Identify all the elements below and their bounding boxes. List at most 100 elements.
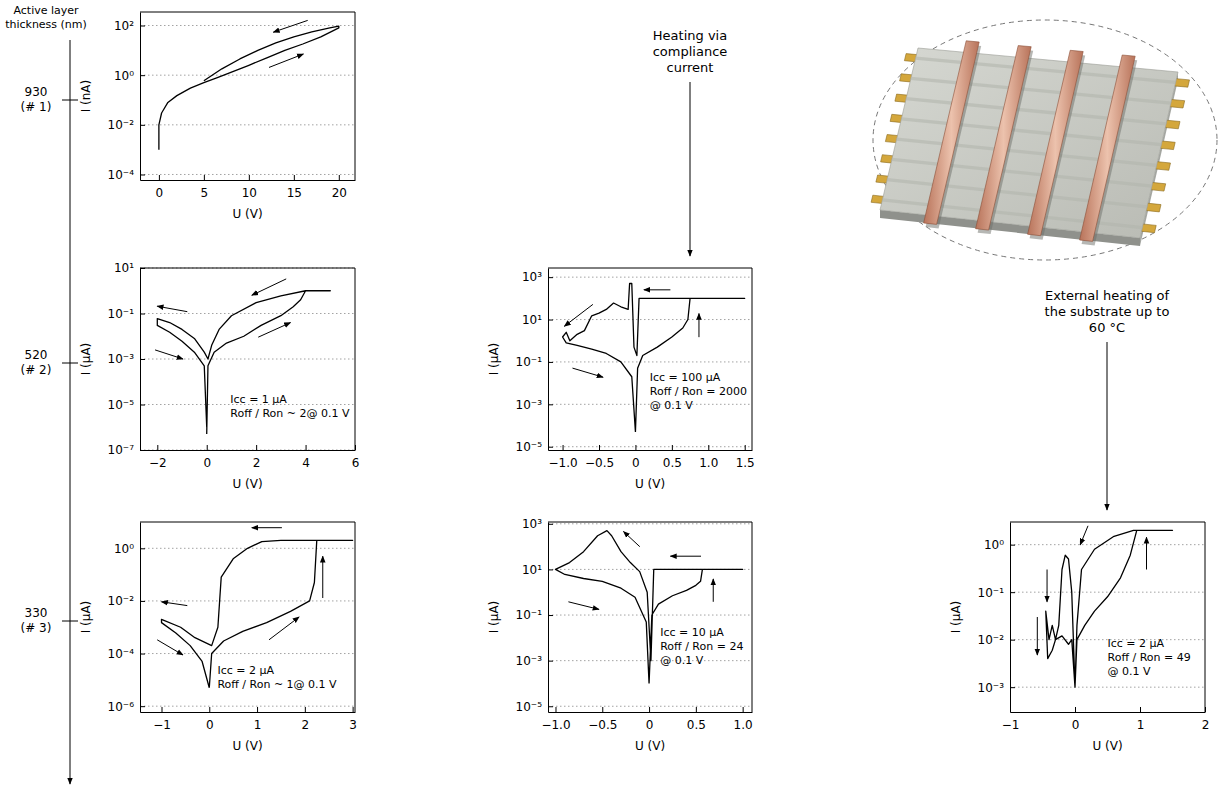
y-axis-title: I (µA) <box>949 601 963 634</box>
direction-arrow <box>564 304 593 326</box>
annotation-text: Roff / Ron ~ 1@ 0.1 V <box>217 678 337 691</box>
annotation: Icc = 100 µARoff / Ron = 2000@ 0.1 V <box>650 371 747 412</box>
tick-mark <box>548 569 553 570</box>
tick-mark <box>1010 545 1015 546</box>
direction-arrow <box>698 314 699 338</box>
y-axis: 10⁻⁷ 10⁻⁵ 10⁻³ 10⁻¹ 10¹ <box>108 261 145 457</box>
tick-label: 0.5 <box>687 718 706 732</box>
text-line: current <box>667 60 714 75</box>
tick-mark <box>602 707 603 712</box>
tick-label: 10⁻⁵ <box>108 398 135 412</box>
direction-arrow <box>252 279 286 295</box>
thickness-value: 520 <box>25 348 48 362</box>
tick: 3 <box>349 707 357 732</box>
tick: 10⁻⁵ <box>516 700 553 714</box>
axis-line <box>141 450 356 451</box>
tick: 0 <box>1072 707 1080 732</box>
y-axis-title: I (nA) <box>79 80 93 113</box>
tick-label: 10¹ <box>522 313 542 327</box>
tick: 10⁰ <box>114 542 145 556</box>
tick-mark <box>249 175 250 180</box>
tick-label: −1.0 <box>541 718 570 732</box>
direction-arrow <box>568 602 599 610</box>
tick: 10² <box>114 19 145 33</box>
iv-curve <box>159 26 339 150</box>
annotation-text: @ 0.1 V <box>1108 665 1151 678</box>
frame <box>752 522 753 712</box>
annotation: Icc = 10 µARoff / Ron = 24@ 0.1 V <box>660 626 743 667</box>
tick-label: −2 <box>149 456 167 470</box>
plot-area <box>159 26 339 150</box>
tick-mark <box>696 707 697 712</box>
tick: 10⁻² <box>108 594 145 608</box>
tick: −2 <box>149 445 167 470</box>
direction-arrow <box>623 532 639 547</box>
text-line: the substrate up to <box>1045 304 1170 319</box>
tick-mark <box>548 706 553 707</box>
x-axis-title: U (V) <box>232 477 262 491</box>
tick: 10⁻¹ <box>516 355 553 369</box>
tick-mark <box>1075 707 1076 712</box>
tick: 10¹ <box>114 261 145 275</box>
tick: 0 <box>156 175 164 200</box>
direction-arrow <box>572 368 603 377</box>
frame <box>1010 522 1205 523</box>
tick: 10⁻⁵ <box>108 398 145 412</box>
frame <box>140 522 355 523</box>
tick-mark <box>140 405 145 406</box>
thickness-tick <box>62 363 78 364</box>
tick-mark <box>1010 687 1015 688</box>
panel: −1.0−0.500.51.010⁻⁵10⁻³10⁻¹10¹10³U (V)I … <box>487 517 753 753</box>
grid-line <box>140 450 355 451</box>
direction-arrow <box>157 306 187 311</box>
direction-arrow <box>644 289 671 290</box>
tick-label: 4 <box>302 456 310 470</box>
tick: 10⁻¹ <box>108 307 145 321</box>
column-head-text: External heating ofthe substrate up to60… <box>1045 288 1170 335</box>
grid-line <box>140 359 355 360</box>
tick-mark <box>339 175 340 180</box>
top-electrode <box>1028 50 1084 235</box>
y-axis: 10⁻⁴10⁻²10⁰10² <box>108 13 145 182</box>
tick: 10⁻³ <box>978 681 1015 695</box>
tick-label: 15 <box>287 186 302 200</box>
annotation-text: Roff / Ron = 49 <box>1108 651 1191 664</box>
direction-arrow <box>155 350 183 359</box>
tick-label: 1 <box>254 718 262 732</box>
x-axis: −10123 <box>141 707 357 732</box>
top-electrode <box>924 41 980 225</box>
tick: −1.0 <box>549 445 578 470</box>
tick-mark <box>306 445 307 450</box>
direction-arrow <box>258 323 290 338</box>
column-head-arrow <box>690 82 691 256</box>
tick-label: 10⁰ <box>114 542 134 556</box>
direction-arrow <box>269 617 299 640</box>
tick: 10⁻⁷ <box>108 443 145 457</box>
grid-line <box>140 600 355 601</box>
tick: 10⁻³ <box>108 352 145 366</box>
tick: 15 <box>287 175 302 200</box>
thickness-arrow <box>70 40 71 784</box>
x-axis: −1012 <box>1002 707 1210 732</box>
tick-mark <box>548 661 553 662</box>
grid-line <box>548 706 752 707</box>
tick-mark <box>140 268 145 269</box>
tick-label: −0.5 <box>585 456 614 470</box>
tick: −1.0 <box>541 707 570 732</box>
axis-line <box>141 712 356 713</box>
annotation-text: Icc = 1 µA <box>230 393 287 406</box>
annotation-text: Roff / Ron ~ 2@ 0.1 V <box>230 407 350 420</box>
tick-label: 10³ <box>522 517 542 531</box>
tick-label: −1 <box>153 718 171 732</box>
top-electrode <box>1080 55 1136 241</box>
tick: 10⁻³ <box>516 398 553 412</box>
tick: 1.0 <box>734 707 753 732</box>
tick: 0.5 <box>663 445 682 470</box>
tick-label: 10 <box>242 186 257 200</box>
tick: 10³ <box>522 517 553 531</box>
axis-line <box>1010 523 1011 713</box>
axis-line <box>549 450 753 451</box>
frame <box>140 268 355 269</box>
tick-label: −0.5 <box>588 718 617 732</box>
crossbar-illustration <box>871 20 1217 260</box>
